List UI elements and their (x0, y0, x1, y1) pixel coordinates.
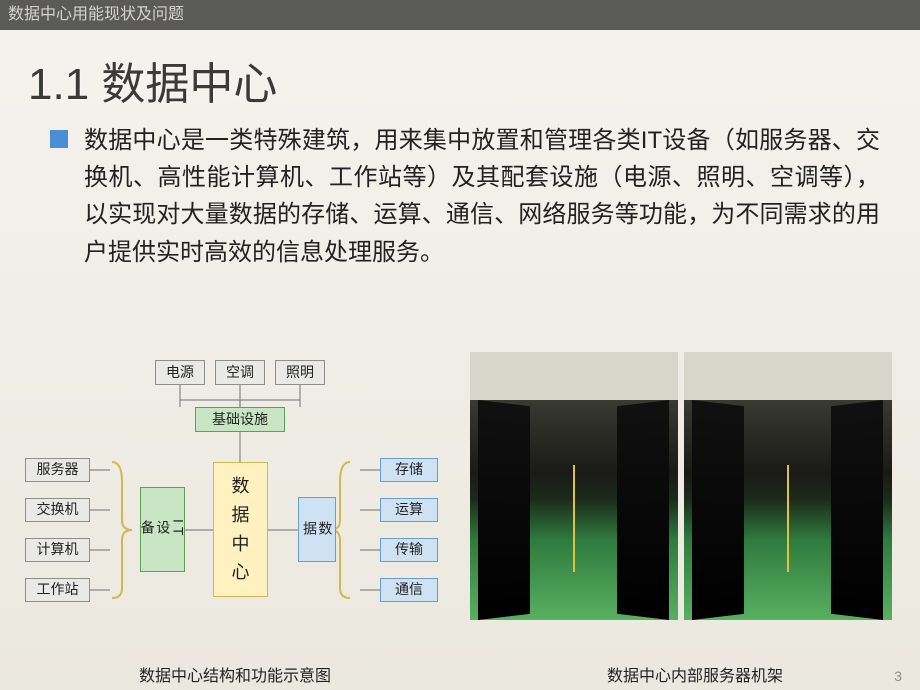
page-number: 3 (894, 668, 902, 684)
structure-diagram: 电源 空调 照明 基础设施 服务器 交换机 计算机 工作站 IT 设 备 数 据… (0, 352, 460, 642)
box-it: IT 设 备 (140, 487, 185, 572)
box-light: 照明 (275, 360, 325, 385)
lower-content: 电源 空调 照明 基础设施 服务器 交换机 计算机 工作站 IT 设 备 数 据… (0, 352, 920, 660)
server-photo-1 (470, 352, 678, 620)
box-comm: 通信 (380, 578, 438, 602)
caption-photo: 数据中心内部服务器机架 (470, 662, 920, 686)
box-computer: 计算机 (25, 538, 90, 562)
box-datacenter: 数 据 中 心 (213, 462, 268, 597)
header-text: 数据中心用能现状及问题 (8, 6, 184, 23)
box-data: 数 据 (298, 497, 336, 562)
box-switch: 交换机 (25, 498, 90, 522)
box-workstn: 工作站 (25, 578, 90, 602)
body-paragraph: 数据中心是一类特殊建筑，用来集中放置和管理各类IT设备（如服务器、交换机、高性能… (84, 122, 880, 271)
caption-diagram: 数据中心结构和功能示意图 (0, 662, 470, 686)
box-server: 服务器 (25, 458, 90, 482)
box-compute: 运算 (380, 498, 438, 522)
photo-zone (470, 352, 892, 660)
header-bar: 数据中心用能现状及问题 (0, 0, 920, 30)
body-row: 数据中心是一类特殊建筑，用来集中放置和管理各类IT设备（如服务器、交换机、高性能… (50, 122, 880, 271)
box-transfer: 传输 (380, 538, 438, 562)
slide-title: 1.1 数据中心 (28, 48, 920, 112)
box-storage: 存储 (380, 458, 438, 482)
server-photo-2 (684, 352, 892, 620)
bullet-icon (50, 130, 68, 148)
box-power: 电源 (155, 360, 205, 385)
box-ac: 空调 (215, 360, 265, 385)
caption-row: 数据中心结构和功能示意图 数据中心内部服务器机架 (0, 662, 920, 686)
box-infra: 基础设施 (195, 407, 285, 432)
